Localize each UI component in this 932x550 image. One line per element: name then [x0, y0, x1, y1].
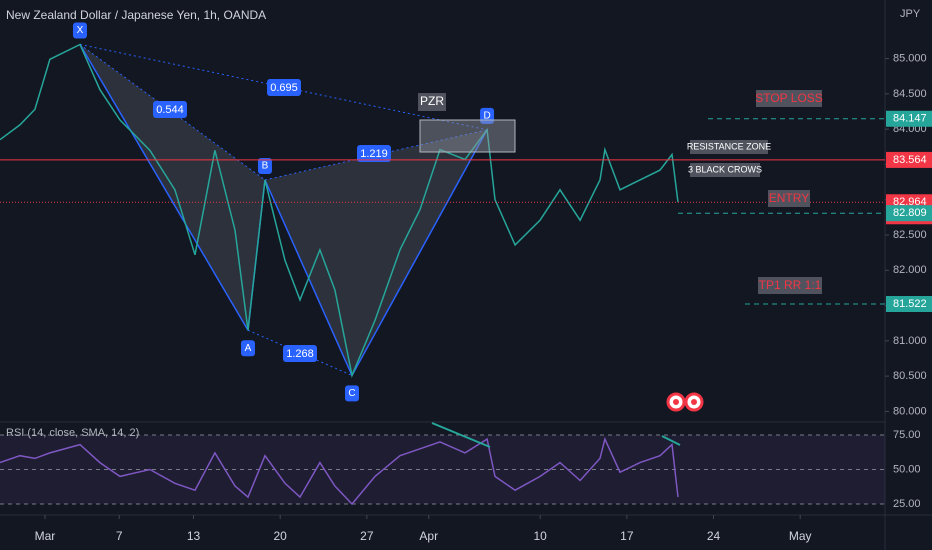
- target-icons: [666, 392, 704, 412]
- y-tick-label: 25.00: [893, 498, 921, 510]
- pattern-leg: [79, 44, 249, 331]
- entry-tag: [768, 190, 810, 207]
- y-tick-label: 80.000: [893, 405, 927, 417]
- y-tick-label: 50.00: [893, 463, 921, 475]
- ratio-tag: [267, 79, 301, 96]
- ratio-label: 1.219: [360, 148, 388, 160]
- level-price-label: 81.522: [893, 298, 927, 310]
- x-tick-label: Mar: [35, 529, 56, 543]
- level-price-label: 82.964: [893, 196, 927, 208]
- level-price-tag: [886, 110, 932, 127]
- ratio-tag: [153, 101, 187, 118]
- ratio-label: 1.268: [286, 348, 314, 360]
- tp1-tag: [758, 277, 822, 294]
- pattern-leg: [351, 129, 488, 376]
- crows-tag: [690, 163, 760, 177]
- currency: JPY: [900, 8, 921, 20]
- y-tick-label: 81.000: [893, 335, 927, 347]
- pzr-label: PZR: [420, 94, 444, 108]
- divergence-line: [431, 422, 491, 448]
- resistance-label: RESISTANCE ZONE: [687, 141, 771, 151]
- pattern-point-label: A: [245, 343, 252, 354]
- x-tick-label: 20: [274, 529, 288, 543]
- chart-title: New Zealand Dollar / Japanese Yen, 1h, O…: [6, 8, 266, 22]
- pattern-ratio-line: [79, 43, 488, 131]
- ratio-label: 0.544: [156, 104, 184, 116]
- level-price-label: 83.564: [893, 154, 927, 166]
- pattern-area: [264, 129, 488, 376]
- y-tick-label: 82.000: [893, 264, 927, 276]
- y-tick-label: 82.500: [893, 229, 927, 241]
- stop-loss-tag: [756, 90, 822, 107]
- divergence-line: [661, 435, 681, 446]
- pattern-point-tag: [257, 157, 272, 174]
- x-tick-label: 13: [187, 529, 201, 543]
- rsi-line: [0, 436, 679, 506]
- level-price-tag: [886, 151, 932, 168]
- crows-label: 3 BLACK CROWS: [688, 164, 762, 174]
- y-tick-label: 80.500: [893, 370, 927, 382]
- x-tick-label: Apr: [419, 529, 438, 543]
- x-tick-label: 10: [534, 529, 548, 543]
- pzr-box: [419, 119, 516, 153]
- y-tick-label: 85.000: [893, 52, 927, 64]
- pattern-point-label: B: [262, 161, 269, 172]
- level-price-tag: [886, 205, 932, 222]
- level-price-label: 84.147: [893, 113, 927, 125]
- pattern-point-tag: [240, 340, 255, 357]
- pattern-point-tag: [72, 22, 87, 39]
- pattern-point-label: X: [77, 25, 84, 36]
- y-tick-label: 84.500: [893, 88, 927, 100]
- x-tick-label: 7: [116, 529, 123, 543]
- pzr-tag: [418, 93, 446, 111]
- x-tick-label: 27: [360, 529, 374, 543]
- price-line: [0, 43, 679, 378]
- level-price-label: 82.809: [893, 207, 927, 219]
- pattern-point-label: C: [348, 388, 355, 399]
- x-tick-label: May: [789, 529, 812, 543]
- resistance-tag: [690, 140, 768, 154]
- stop-loss-label: STOP LOSS: [755, 91, 823, 105]
- level-price-tag: [886, 296, 932, 313]
- y-tick-label: 75.00: [893, 429, 921, 441]
- ratio-tag: [357, 145, 391, 162]
- pattern-ratio-line: [79, 44, 266, 181]
- ratio-label: 0.695: [270, 82, 298, 94]
- ratio-tag: [283, 345, 317, 362]
- x-tick-label: 17: [620, 529, 634, 543]
- pattern-point-tag: [344, 385, 359, 402]
- x-tick-label: 24: [707, 529, 721, 543]
- pattern-point-label: D: [483, 110, 490, 121]
- entry-label: ENTRY: [769, 191, 809, 205]
- tp1-label: TP1 RR 1:1: [759, 278, 822, 292]
- rsi-title: RSI (14, close, SMA, 14, 2): [6, 427, 139, 439]
